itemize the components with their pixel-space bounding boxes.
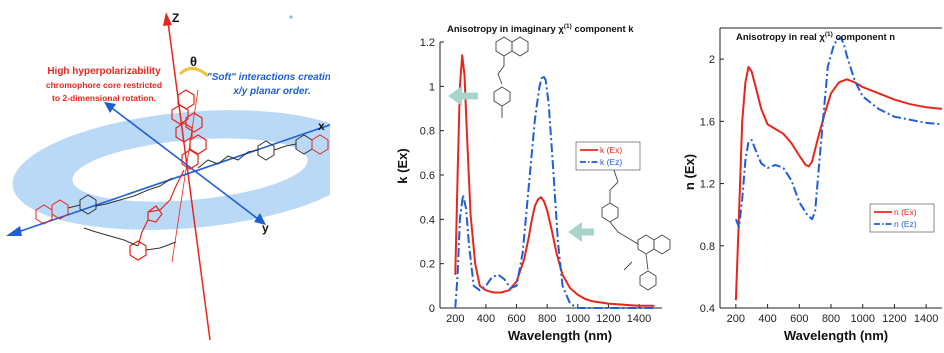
x-axis-label: x [318,119,325,133]
k-chart-molecules [493,36,671,291]
x-tick-label: 1200 [596,313,620,325]
x-tick-label: 800 [822,313,840,325]
legend-label-n-ez: n (Ez) [894,219,917,229]
k-chart-pointer-arrows [448,86,594,242]
schematic-panel: θ Z x y [0,0,368,348]
x-tick-label: 1000 [566,313,590,325]
x-tick-label: 1000 [850,313,874,325]
chromophore-core [129,89,207,261]
schematic-svg: θ Z x y [6,11,368,341]
y-tick-label: 0.4 [420,214,435,226]
k-chart: 200 400 600 800 1000 1200 1400 0 0.2 0.4 0.6 0.8 1 1.… [395,23,671,343]
y-tick-label: 0 [429,303,435,315]
legend-label-k-ez: k (Ez) [600,157,622,167]
z-axis-arrow [163,12,172,26]
y-axis-arrow-start [104,102,116,113]
y-tick-label: 0.4 [700,303,715,315]
y-axis-label: y [262,221,269,235]
x-tick-label: 1400 [627,313,651,325]
x-tick-label: 1200 [882,313,906,325]
series-line-0 [454,54,655,307]
n-chart-legend: n (Ex) n (Ez) [869,203,935,233]
x-axis-arrow-left [6,226,22,236]
legend-box [575,141,641,171]
x-tick-label: 800 [538,313,556,325]
y-tick-label: 1 [429,81,435,93]
series-line-1 [454,74,655,309]
theta-label: θ [190,54,197,69]
n-chart-title: Anisotropy in real χ(1) component n [736,31,895,43]
molecule-chain-right [197,134,329,169]
y-axis-line [107,104,263,223]
planar-order-disk-hole [72,138,308,202]
k-chart-panel: 200 400 600 800 1000 1200 1400 0 0.2 0.4 0.6 0.8 1 1.… [392,0,680,348]
legend-label-k-ex: k (Ex) [600,145,622,155]
n-chart: 200 400 600 800 1000 1200 1400 0.4 0.8 1.2 1.6 2 An… [682,27,943,343]
n-chart-xlabel: Wavelength (nm) [784,328,888,343]
z-axis-line [167,21,211,341]
red-caption-line2: chromophore core restricted [46,80,162,90]
red-caption-line3: to 2-dimensional rotation. [52,93,156,103]
red-caption-line1: High hyperpolarizability [47,66,161,77]
y-tick-label: 0.8 [420,126,435,138]
y-tick-label: 1.6 [700,116,715,128]
y-tick-label: 2 [709,54,715,66]
z-axis-label: Z [172,11,179,25]
decorative-dot [289,15,293,19]
legend-box [869,203,935,233]
x-tick-label: 400 [758,313,776,325]
y-tick-label: 0.6 [420,170,435,182]
x-tick-label: 600 [790,313,808,325]
y-axis-arrow-end [254,213,266,225]
blue-caption-line2: x/y planar order. [232,86,310,97]
x-tick-label: 1400 [914,313,938,325]
k-chart-title: Anisotropy in imaginary χ(1) component k [447,23,634,35]
x-tick-label: 200 [727,313,745,325]
x-tick-label: 400 [477,313,495,325]
x-tick-label: 600 [507,313,525,325]
y-tick-label: 1.2 [420,37,435,49]
x-tick-label: 200 [446,313,464,325]
theta-arc [178,67,209,78]
k-chart-legend: k (Ex) k (Ez) [575,141,641,171]
n-chart-panel: 200 400 600 800 1000 1200 1400 0.4 0.8 1.2 1.6 2 An… [680,0,944,348]
y-tick-label: 0.2 [420,259,435,271]
y-tick-label: 0.8 [700,241,715,253]
y-tick-label: 1.2 [700,179,715,191]
legend-label-n-ex: n (Ex) [894,207,917,217]
series-line-1 [734,36,943,229]
series-line-0 [734,65,943,301]
n-chart-ylabel: n (Ex) [682,154,697,190]
rotation-axis-line [171,89,199,263]
molecule-chain-left [35,177,177,251]
blue-caption-line1: "Soft" interactions creating [207,72,330,83]
k-chart-xlabel: Wavelength (nm) [508,328,612,343]
k-chart-ylabel: k (Ex) [395,148,410,183]
